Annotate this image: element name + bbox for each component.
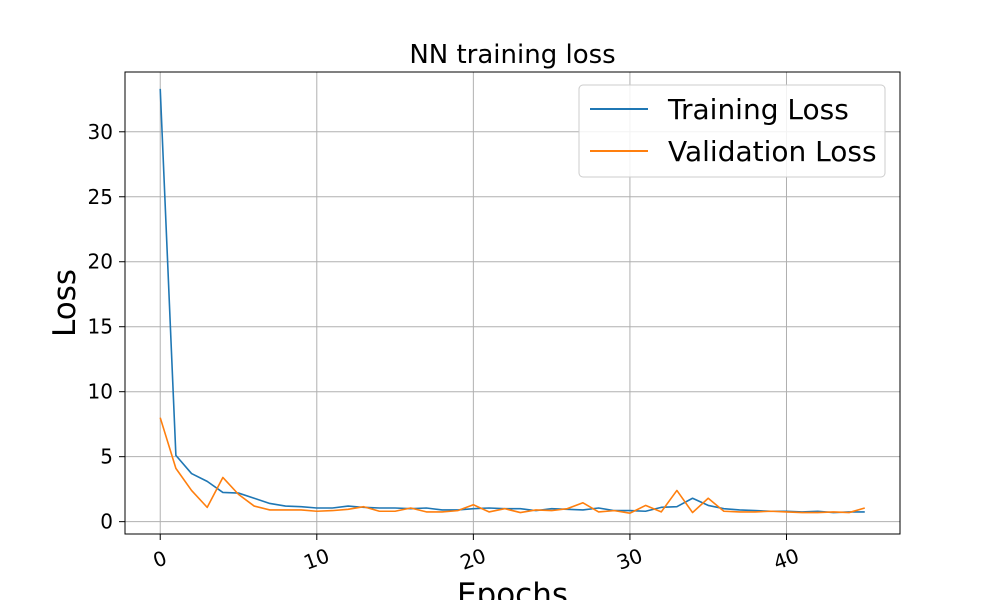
y-tick-label: 10 <box>88 380 113 404</box>
y-tick-label: 5 <box>100 445 113 469</box>
series-layer <box>159 88 865 515</box>
y-tick-label: 0 <box>100 510 113 534</box>
y-axis-label: Loss <box>47 269 83 337</box>
series-line-training-loss <box>159 88 865 514</box>
chart-title: NN training loss <box>409 40 615 70</box>
plot-frame <box>124 71 901 535</box>
y-tick-label: 15 <box>88 315 113 339</box>
legend-box <box>578 84 886 178</box>
legend-label-training: Training Loss <box>667 93 849 126</box>
y-tick-label: 30 <box>88 120 113 144</box>
series-line-validation-loss <box>159 417 865 515</box>
legend-label-validation: Validation Loss <box>668 135 877 168</box>
x-axis-label: Epochs <box>457 577 568 600</box>
grid <box>125 72 900 534</box>
y-tick-label: 25 <box>88 185 113 209</box>
legend: Training Loss Validation Loss <box>578 84 886 178</box>
y-tick-label: 20 <box>88 250 113 274</box>
